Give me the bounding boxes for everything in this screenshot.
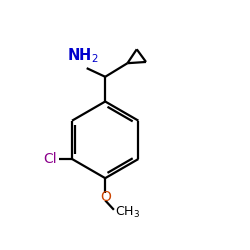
Text: O: O (100, 190, 111, 204)
Text: NH$_2$: NH$_2$ (67, 46, 99, 65)
Text: Cl: Cl (43, 152, 56, 166)
Text: CH$_3$: CH$_3$ (115, 205, 140, 220)
